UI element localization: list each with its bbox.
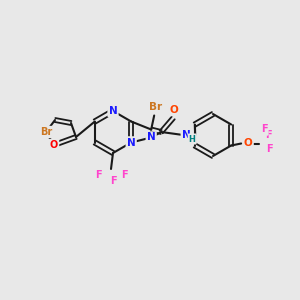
Text: N: N [109, 106, 117, 116]
Text: Br: Br [148, 101, 162, 112]
Text: O: O [50, 140, 58, 150]
Text: O: O [244, 139, 253, 148]
Text: F: F [265, 130, 272, 140]
Text: H: H [189, 134, 196, 143]
Text: N: N [182, 130, 190, 140]
Text: O: O [170, 105, 178, 115]
Text: Br: Br [40, 127, 52, 137]
Text: N: N [147, 133, 156, 142]
Text: F: F [110, 176, 116, 186]
Text: F: F [95, 170, 101, 180]
Text: F: F [261, 124, 268, 134]
Text: F: F [121, 170, 127, 180]
Text: N: N [127, 137, 136, 148]
Text: F: F [266, 143, 272, 154]
